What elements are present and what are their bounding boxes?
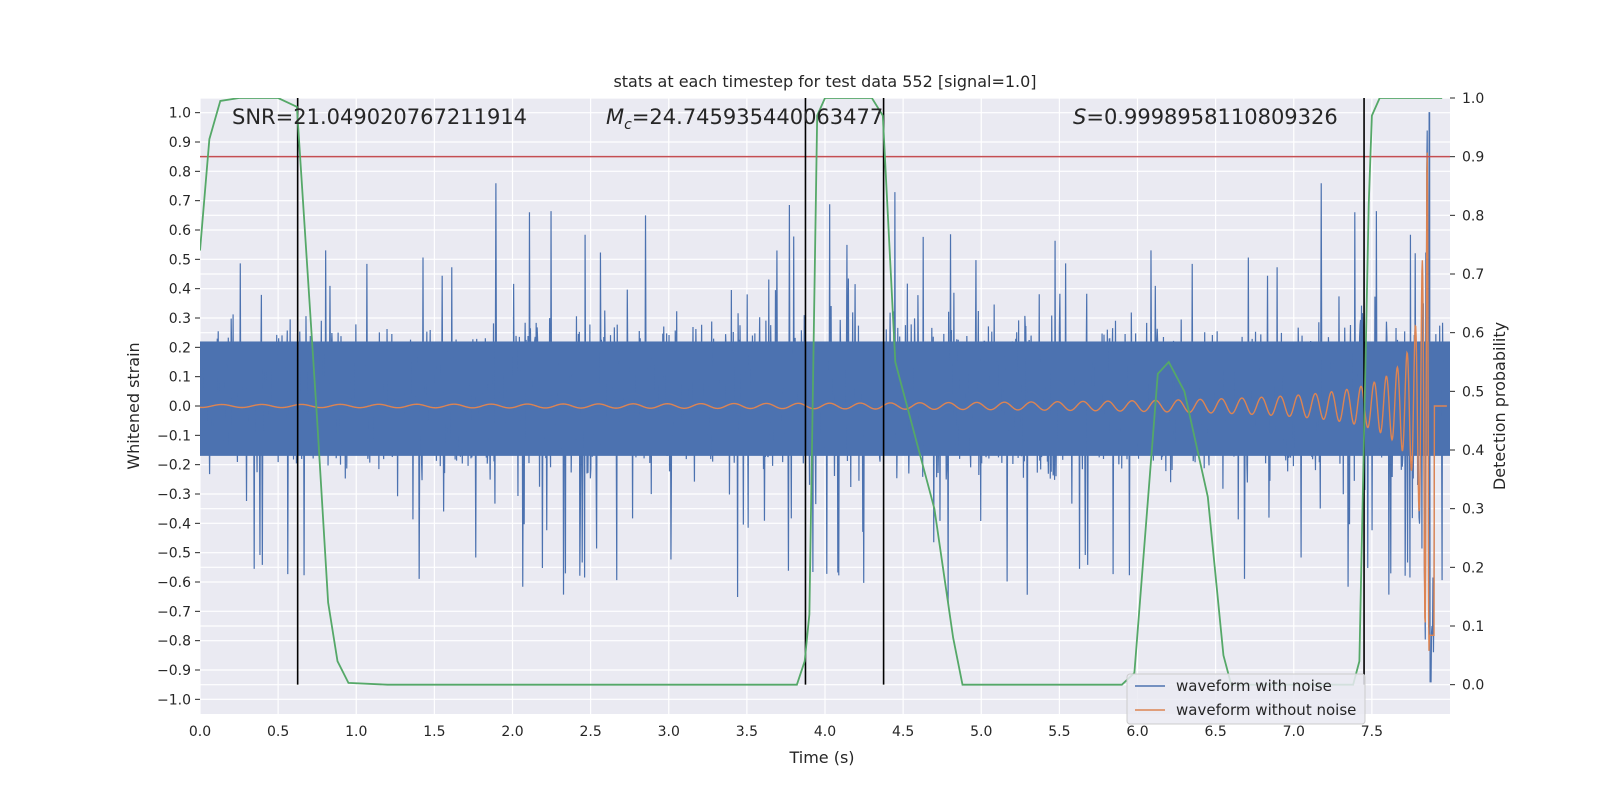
chirp-mass-annotation: Mc=24.745935440063477 bbox=[606, 105, 883, 133]
series-line-waveform-with-noise bbox=[200, 112, 1448, 683]
x-tick-label: 3.0 bbox=[658, 724, 680, 740]
data-layer bbox=[200, 98, 1450, 686]
y-right-tick-label: 0.7 bbox=[1462, 267, 1484, 283]
y-tick-label: 0.1 bbox=[169, 370, 191, 386]
x-tick-label: 2.0 bbox=[501, 724, 523, 740]
chart-title: stats at each timestep for test data 552… bbox=[613, 72, 1036, 91]
y-axis-label: Whitened strain bbox=[124, 342, 143, 469]
y-right-tick-label: 0.1 bbox=[1462, 619, 1484, 635]
y-tick-label: −0.6 bbox=[157, 575, 191, 591]
y-right-tick-label: 0.6 bbox=[1462, 326, 1484, 342]
y-tick-label: −0.3 bbox=[157, 487, 191, 503]
x-tick-label: 0.5 bbox=[267, 724, 289, 740]
y-tick-label: −0.7 bbox=[157, 604, 191, 620]
y-right-tick-label: 0.9 bbox=[1462, 150, 1484, 166]
signal-score-annotation: S=0.9998958110809326 bbox=[1073, 105, 1338, 129]
s-value: =0.9998958110809326 bbox=[1086, 105, 1337, 129]
y-right-tick-label: 0.3 bbox=[1462, 502, 1484, 518]
x-tick-label: 4.0 bbox=[814, 724, 836, 740]
y-tick-label: 0.2 bbox=[169, 340, 191, 356]
legend: waveform with noise waveform without noi… bbox=[1126, 673, 1366, 725]
y-tick-label: −0.8 bbox=[157, 634, 191, 650]
y-tick-label: 0.6 bbox=[169, 223, 191, 239]
series-line-waveform-without-noise bbox=[200, 152, 1447, 651]
y-right-tick-label: 0.0 bbox=[1462, 678, 1484, 694]
legend-label-noise: waveform with noise bbox=[1176, 677, 1332, 695]
y-right-tick-label: 1.0 bbox=[1462, 91, 1484, 107]
x-tick-label: 1.0 bbox=[345, 724, 367, 740]
mc-symbol: M bbox=[606, 105, 624, 129]
s-symbol: S bbox=[1073, 105, 1086, 129]
x-tick-label: 3.5 bbox=[736, 724, 758, 740]
x-tick-label: 7.0 bbox=[1283, 724, 1305, 740]
x-tick-label: 6.5 bbox=[1204, 724, 1226, 740]
axes: 0.0 0.5 1.0 1.5 2.0 2.5 3.0 3.5 4.0 4.5 5.0 5.5 6.0 6… bbox=[157, 91, 1484, 740]
y-tick-label: −0.5 bbox=[157, 546, 191, 562]
y-tick-label: 0.9 bbox=[169, 135, 191, 151]
legend-box bbox=[1126, 673, 1366, 725]
y-right-tick-label: 0.2 bbox=[1462, 560, 1484, 576]
x-tick-label: 2.5 bbox=[579, 724, 601, 740]
y-right-tick-label: 0.5 bbox=[1462, 384, 1484, 400]
mc-value: =24.745935440063477 bbox=[632, 105, 883, 129]
x-tick-label: 4.5 bbox=[892, 724, 914, 740]
x-tick-label: 5.5 bbox=[1048, 724, 1070, 740]
mc-subscript: c bbox=[624, 117, 632, 133]
x-tick-label: 1.5 bbox=[423, 724, 445, 740]
y-tick-label: 0.3 bbox=[169, 311, 191, 327]
y-tick-label: −0.9 bbox=[157, 663, 191, 679]
y-tick-label: 0.7 bbox=[169, 194, 191, 210]
y-tick-label: −0.2 bbox=[157, 458, 191, 474]
y-right-tick-label: 0.4 bbox=[1462, 443, 1484, 459]
y-tick-label: 1.0 bbox=[169, 106, 191, 122]
y-axis-right-label: Detection probability bbox=[1490, 322, 1509, 490]
y-tick-label: 0.5 bbox=[169, 252, 191, 268]
x-tick-label: 5.0 bbox=[970, 724, 992, 740]
y-tick-label: 0.4 bbox=[169, 282, 191, 298]
y-right-tick-label: 0.8 bbox=[1462, 208, 1484, 224]
x-tick-label: 6.0 bbox=[1126, 724, 1148, 740]
y-tick-label: 0.0 bbox=[169, 399, 191, 415]
y-tick-label: 0.8 bbox=[169, 164, 191, 180]
x-tick-label: 7.5 bbox=[1361, 724, 1383, 740]
legend-label-clean: waveform without noise bbox=[1176, 701, 1356, 719]
snr-annotation: SNR=21.049020767211914 bbox=[232, 105, 527, 129]
y-tick-label: −0.4 bbox=[157, 516, 191, 532]
x-axis-label: Time (s) bbox=[788, 748, 854, 767]
x-tick-label: 0.0 bbox=[189, 724, 211, 740]
y-tick-label: −0.1 bbox=[157, 428, 191, 444]
y-tick-label: −1.0 bbox=[157, 692, 191, 708]
